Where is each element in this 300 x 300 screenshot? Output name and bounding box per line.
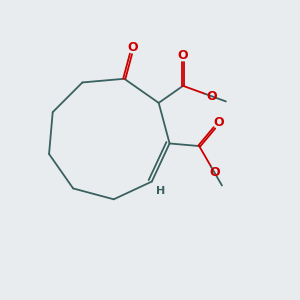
Text: O: O: [178, 49, 188, 62]
Text: O: O: [128, 41, 138, 54]
Text: H: H: [156, 186, 166, 196]
Text: O: O: [214, 116, 224, 129]
Text: O: O: [207, 90, 217, 103]
Text: O: O: [209, 166, 220, 179]
